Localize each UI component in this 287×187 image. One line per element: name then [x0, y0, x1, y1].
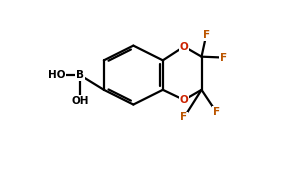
Text: HO: HO: [48, 70, 66, 80]
Text: B: B: [76, 70, 84, 80]
Text: F: F: [203, 30, 210, 40]
Text: F: F: [220, 53, 227, 63]
Text: F: F: [213, 107, 220, 117]
Text: F: F: [181, 112, 188, 122]
Text: O: O: [180, 42, 188, 52]
Text: OH: OH: [71, 96, 89, 106]
Text: O: O: [180, 95, 188, 105]
